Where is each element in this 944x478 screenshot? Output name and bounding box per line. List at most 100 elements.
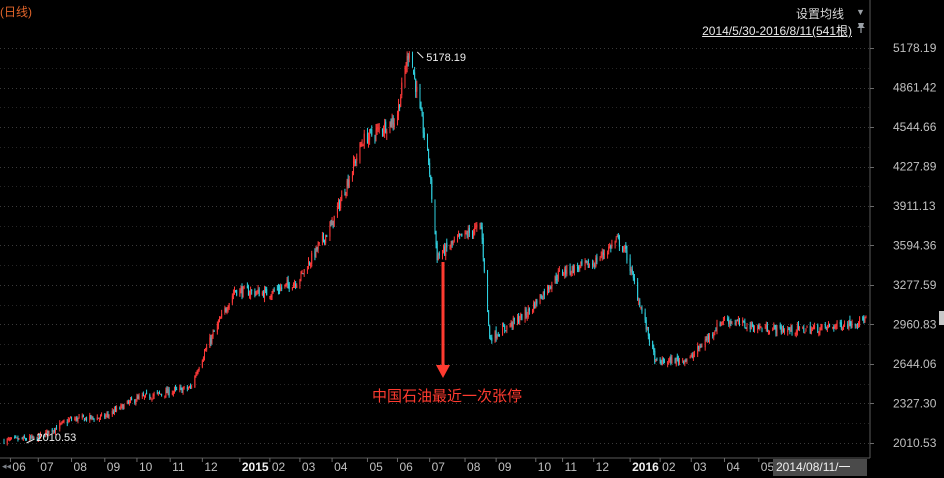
period-label[interactable]: (日线) [0, 5, 32, 19]
candle-body [570, 272, 572, 275]
candle-body [676, 356, 678, 359]
candle-body [647, 327, 649, 336]
candle-body [556, 278, 558, 280]
candle-body [442, 252, 444, 258]
x-tick-label: 10 [139, 460, 153, 474]
candle-body [86, 417, 88, 421]
candle-body [848, 320, 850, 328]
candle-body [181, 388, 183, 393]
candle-body [829, 324, 831, 327]
candle-body [859, 317, 861, 325]
candle-body [273, 289, 275, 291]
candle-body [528, 308, 530, 311]
x-tick-label: 04 [334, 460, 348, 474]
candle-body [675, 357, 677, 365]
candle-body [775, 327, 777, 334]
candle-body [503, 325, 505, 327]
candle-body [670, 356, 672, 365]
candle-body [459, 233, 461, 236]
candle-body [551, 284, 553, 290]
candle-body [264, 289, 266, 300]
candle-body [548, 286, 550, 290]
candle-body [743, 321, 745, 323]
candle-body [150, 398, 152, 400]
candle-body [232, 293, 234, 296]
candle-body [468, 227, 470, 233]
candle-body [390, 119, 392, 127]
candle-body [359, 143, 361, 161]
date-range-label[interactable]: 2014/5/30-2016/8/11(541根) [702, 24, 852, 38]
candle-body [825, 326, 827, 329]
candle-body [510, 321, 512, 326]
candle-body [279, 288, 281, 292]
candle-body [376, 127, 378, 131]
candle-body [314, 251, 316, 257]
candle-body [415, 78, 417, 92]
candle-body [18, 438, 20, 440]
x-tick-label: 09 [498, 460, 512, 474]
candle-body [579, 265, 581, 269]
candle-body [115, 408, 117, 411]
x-tick-label: 07 [40, 460, 54, 474]
candle-body [68, 419, 70, 421]
candle-body [434, 199, 436, 233]
candle-body [17, 438, 19, 441]
candle-body [336, 206, 338, 214]
candle-body [795, 331, 797, 335]
candle-body [285, 283, 287, 285]
candle-body [581, 260, 583, 265]
side-panel-toggle[interactable] [939, 311, 944, 325]
candle-body [498, 334, 500, 336]
candle-body [595, 257, 597, 267]
candle-body [90, 415, 92, 419]
candle-body [526, 315, 528, 317]
pin-icon[interactable] [856, 22, 866, 37]
candle-body [618, 236, 620, 247]
candle-body [53, 429, 55, 432]
candle-body [668, 359, 670, 362]
scroll-left-icon[interactable]: ◂◂ [2, 461, 12, 471]
ma-settings-button[interactable]: 设置均线 [795, 7, 844, 21]
candle-body [824, 324, 826, 327]
candle-body [311, 253, 313, 265]
candle-body [168, 389, 170, 396]
candle-body [378, 128, 380, 130]
candle-body [47, 430, 49, 435]
candle-body [157, 392, 159, 394]
candle-body [533, 303, 535, 310]
candle-body [804, 331, 806, 333]
candle-body [236, 290, 238, 296]
candle-body [299, 279, 301, 285]
candle-body [401, 82, 403, 95]
candle-body [782, 328, 784, 333]
candle-body [310, 262, 312, 267]
candle-body [6, 438, 8, 444]
candle-body [143, 395, 145, 397]
candle-body [406, 56, 408, 67]
candle-body [330, 224, 332, 226]
candle-body [419, 88, 421, 106]
candle-body [752, 326, 754, 332]
candle-body [653, 347, 655, 352]
candle-body [16, 437, 18, 439]
max-pointer-line [416, 51, 424, 59]
candle-body [428, 148, 430, 163]
candle-body [11, 437, 13, 439]
x-tick-label: 2016 [632, 460, 659, 474]
candle-body [629, 258, 631, 272]
candle-body [243, 286, 245, 288]
candle-body [810, 329, 812, 334]
candle-body [693, 353, 695, 356]
x-tick-label: 03 [693, 460, 707, 474]
candle-body [128, 400, 130, 404]
ma-settings-dropdown-icon[interactable]: ▼ [856, 7, 865, 17]
x-tick-label: 05 [369, 460, 383, 474]
candle-body [719, 323, 721, 327]
candle-body [221, 313, 223, 318]
candle-body [586, 260, 588, 263]
candle-body [198, 368, 200, 371]
candle-body [284, 284, 286, 288]
candle-body [450, 242, 452, 247]
